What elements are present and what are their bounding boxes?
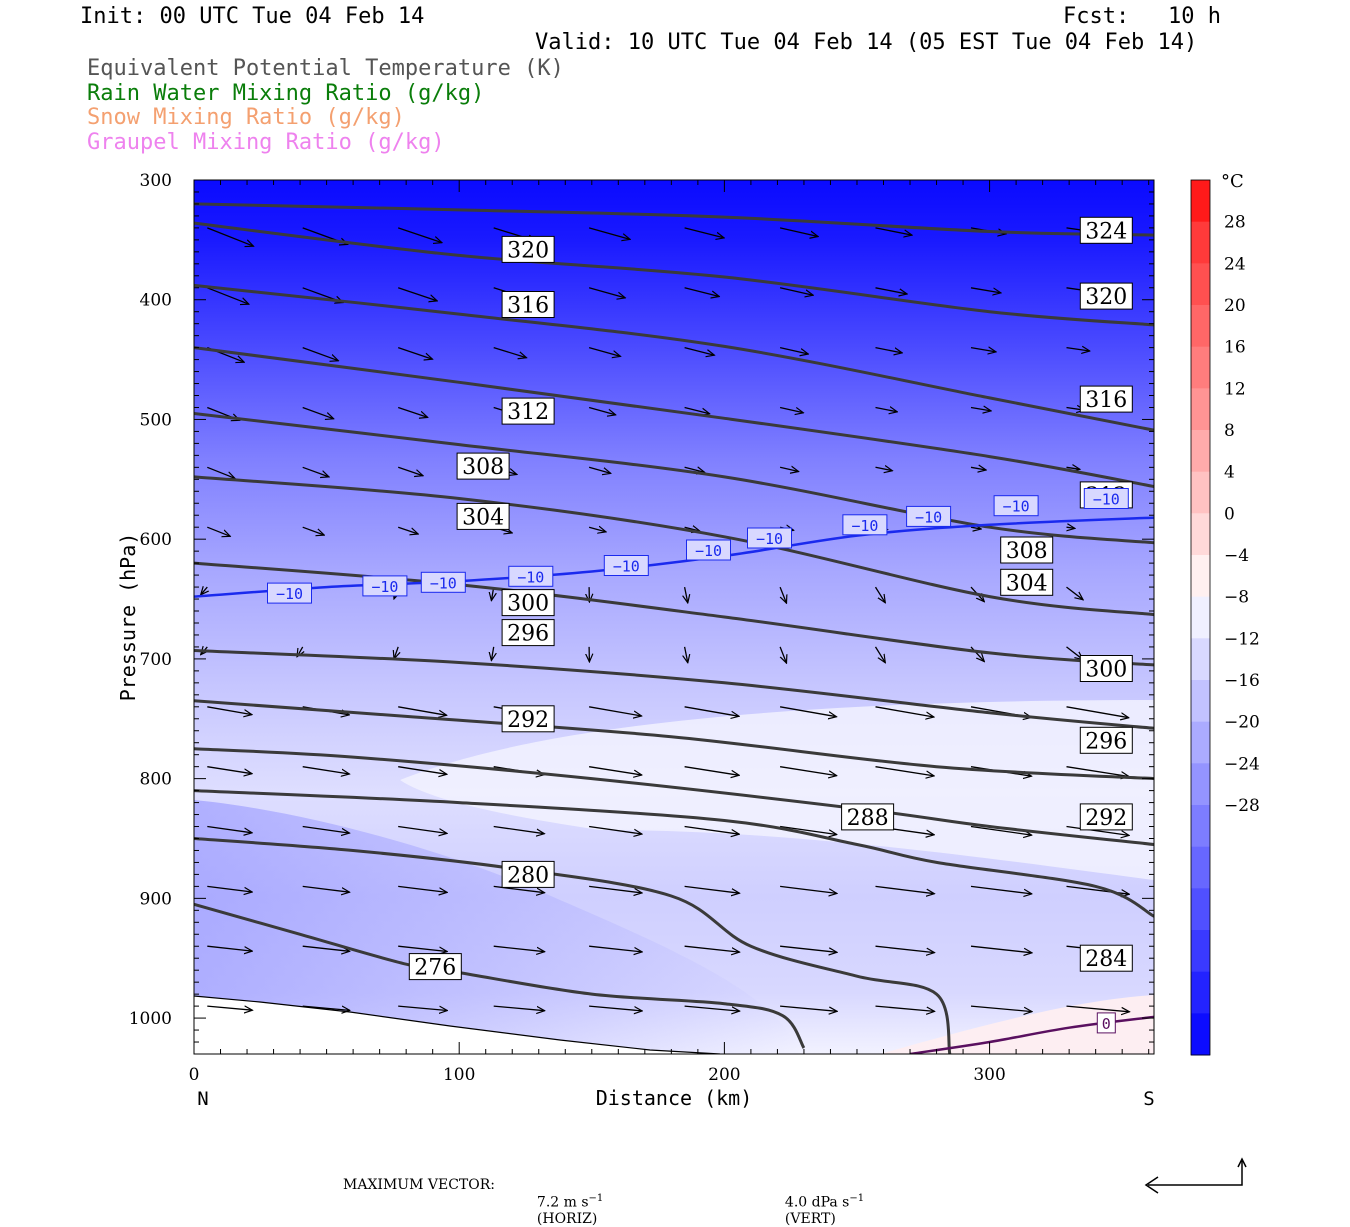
theta-e-label: 324 [1085, 219, 1127, 244]
x-tick-label: 200 [708, 1065, 740, 1085]
cross-section-plot: 276 280 284 288 292 292 296 296 300 300 304 304 308 3… [0, 0, 1350, 1200]
theta-e-label: 304 [1006, 571, 1048, 596]
theta-e-label: 320 [507, 238, 549, 263]
theta-e-label: 296 [507, 622, 549, 647]
max-vector-horizontal: 7.2 m s−1 (HORIZ) [528, 1177, 603, 1227]
temperature-label: −10 [851, 517, 878, 535]
temperature-label: −10 [756, 530, 783, 548]
theta-e-label: 312 [507, 400, 549, 425]
theta-e-label: 304 [462, 505, 504, 530]
theta-e-label: 320 [1085, 285, 1127, 310]
x-tick-label: 300 [973, 1065, 1005, 1085]
y-tick-label: 300 [140, 171, 172, 191]
theta-e-label: 296 [1085, 729, 1127, 754]
temperature-label: −10 [915, 508, 942, 526]
temperature-label: −10 [1093, 491, 1120, 509]
x-end-label-left: N [197, 1088, 208, 1110]
theta-e-label: 300 [1085, 658, 1127, 683]
theta-e-label: 292 [1085, 806, 1127, 831]
temperature-label: −10 [430, 574, 457, 592]
y-tick-label: 1000 [129, 1009, 172, 1029]
vert-value: 4.0 dPa s [785, 1195, 849, 1211]
theta-e-label: 284 [1085, 947, 1127, 972]
x-tick-label: 100 [443, 1065, 475, 1085]
x-axis-title: Distance (km) [596, 1086, 753, 1110]
theta-e-label: 316 [1085, 388, 1127, 413]
theta-e-label: 316 [507, 294, 549, 319]
temperature-label: −10 [371, 578, 398, 596]
temperature-label: −10 [695, 542, 722, 560]
temperature-label: −10 [517, 568, 544, 586]
y-axis-title: Pressure (hPa) [116, 533, 140, 702]
theta-e-label: 308 [462, 455, 504, 480]
max-vector-label: MAXIMUM VECTOR: [343, 1177, 495, 1193]
theta-e-label: 276 [414, 956, 456, 981]
horiz-exponent: −1 [589, 1193, 604, 1204]
vert-exponent: −1 [849, 1193, 864, 1204]
horiz-unit: (HORIZ) [537, 1211, 597, 1227]
theta-e-label: 292 [507, 708, 549, 733]
y-tick-label: 600 [140, 530, 172, 550]
temperature-label: −10 [276, 585, 303, 603]
x-tick-label: 0 [189, 1065, 200, 1085]
temperature-label: −10 [1003, 498, 1030, 516]
theta-e-label: 308 [1006, 539, 1048, 564]
y-tick-label: 900 [140, 889, 172, 909]
temperature-label: 0 [1102, 1015, 1111, 1033]
reference-vector-icon [1140, 1155, 1250, 1195]
x-end-label-right: S [1143, 1088, 1154, 1110]
theta-e-label: 280 [507, 863, 549, 888]
max-vector-vertical: 4.0 dPa s−1 (VERT) [776, 1177, 864, 1227]
y-tick-label: 500 [140, 410, 172, 430]
theta-e-label: 288 [847, 806, 889, 831]
temperature-label: −10 [613, 558, 640, 576]
y-tick-label: 800 [140, 770, 172, 790]
y-tick-label: 400 [140, 291, 172, 311]
y-tick-label: 700 [140, 650, 172, 670]
vert-unit: (VERT) [785, 1211, 836, 1227]
horiz-value: 7.2 m s [537, 1195, 589, 1211]
theta-e-label: 300 [507, 592, 549, 617]
